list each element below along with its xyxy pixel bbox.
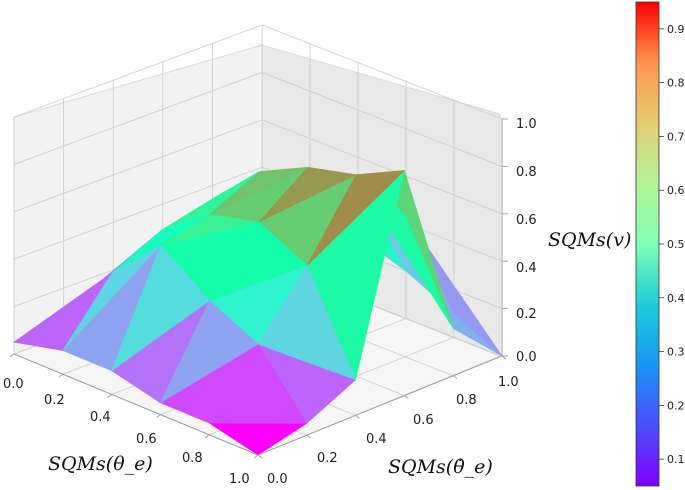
y-tick — [355, 415, 360, 419]
surface-facet — [208, 221, 308, 302]
wall-gridline — [261, 119, 503, 215]
surface-facet — [160, 213, 259, 246]
z-tick-label: 0.4 — [516, 261, 537, 276]
colorbar-tick-label: 0.9 — [667, 23, 685, 36]
x-tick — [107, 394, 112, 398]
x-tick-label: 0.0 — [3, 377, 24, 392]
x-tick-label: 1.0 — [229, 472, 250, 487]
surface-facet — [306, 170, 406, 266]
z-tick-label: 0.0 — [516, 350, 537, 365]
y-axis-line — [257, 355, 503, 456]
surface-facet — [62, 244, 162, 351]
surface-facet — [110, 244, 210, 372]
y-tick — [257, 454, 263, 459]
colorbar-tick-label: 0.6 — [667, 184, 685, 197]
y-tick-label: 0.4 — [366, 432, 387, 447]
surface-facet — [13, 272, 113, 343]
colorbar-tick-label: 0.7 — [667, 130, 685, 143]
colorbar-tick-label: 0.1 — [667, 453, 685, 466]
x-tick-label: 0.2 — [44, 393, 65, 408]
y-tick — [306, 434, 312, 439]
y-tick-labels: 0.0 0.2 0.4 0.6 0.8 1.0 — [267, 375, 519, 487]
colorbar-tick-label: 0.2 — [667, 399, 685, 412]
y-tick-label: 0.2 — [317, 451, 338, 466]
x-tick-label: 0.6 — [136, 432, 157, 447]
surface-facet — [258, 166, 358, 223]
x-tick — [9, 353, 15, 358]
y-tick-label: 0.6 — [413, 413, 434, 428]
x-tick — [204, 434, 210, 439]
x-tick — [156, 414, 161, 418]
surface-facet — [112, 213, 211, 273]
x-axis-line — [13, 353, 259, 456]
x-tick-label: 0.8 — [182, 451, 203, 466]
colorbar-ticks: 0.1 0.2 0.3 0.4 0.5 0.6 0.7 0.8 0.9 — [659, 23, 685, 466]
z-tick-labels: 0.0 0.2 0.4 0.6 0.8 1.0 — [516, 117, 537, 365]
axis-edges — [9, 118, 508, 459]
wall-gridline — [13, 24, 263, 118]
wall-gridline — [261, 24, 503, 120]
x-tick — [253, 454, 259, 459]
z-tick-label: 0.2 — [516, 307, 537, 322]
surface-facet — [208, 343, 308, 424]
colorbar: 0.1 0.2 0.3 0.4 0.5 0.6 0.7 0.8 0.9 — [635, 1, 685, 487]
x-axis-label: SQMs(θ_e) — [48, 453, 153, 475]
colorbar-tick-label: 0.8 — [667, 77, 685, 90]
surface-facet — [161, 171, 260, 231]
wall-gridline — [13, 166, 263, 260]
wall-gridline — [13, 119, 263, 213]
surface-facet — [209, 166, 308, 215]
colorbar-tick-label: 0.5 — [667, 238, 685, 251]
z-axis-label: SQMs(v) — [548, 229, 631, 251]
y-tick — [501, 355, 507, 360]
z-tick-label: 0.6 — [516, 213, 537, 228]
colorbar-tick-label: 0.4 — [667, 292, 685, 305]
x-tick — [58, 373, 64, 378]
y-tick — [404, 395, 409, 399]
colorbar-tick-label: 0.3 — [667, 346, 685, 359]
surface — [13, 166, 503, 456]
y-axis-label: SQMs(θ̇_e) — [388, 456, 493, 478]
x-tick-label: 0.4 — [90, 410, 111, 425]
surface-facet — [257, 264, 357, 381]
y-tick-label: 0.8 — [456, 393, 477, 408]
wall-gridline — [13, 71, 263, 165]
y-tick-label: 1.0 — [498, 375, 519, 390]
y-tick-label: 0.0 — [267, 472, 288, 487]
y-tick — [452, 375, 458, 380]
z-tick-label: 1.0 — [516, 117, 537, 132]
surface-facet — [159, 300, 259, 404]
wall-gridline — [261, 71, 503, 167]
z-tick-label: 0.8 — [516, 165, 537, 180]
x-tick-labels: 0.0 0.2 0.4 0.6 0.8 1.0 — [3, 377, 250, 487]
colorbar-gradient — [635, 1, 660, 487]
